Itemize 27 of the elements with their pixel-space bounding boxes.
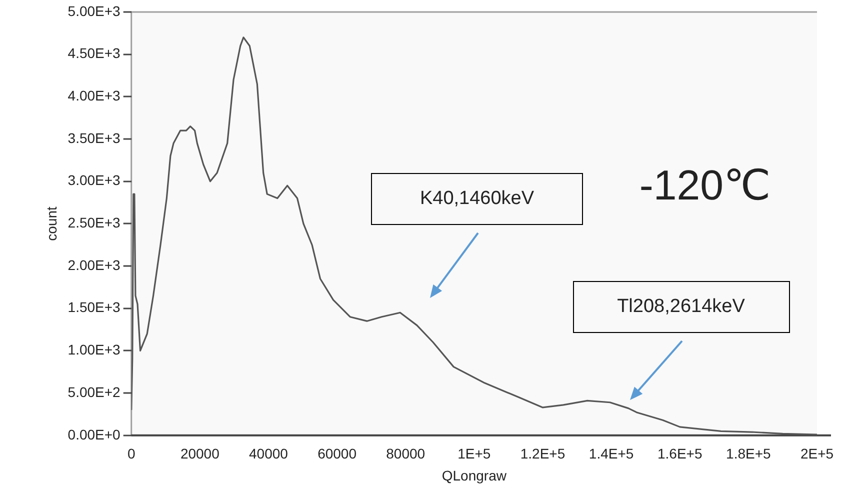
y-tick-label: 4.00E+3	[68, 88, 121, 104]
x-tick-label: 1.2E+5	[520, 446, 566, 462]
y-tick-label: 5.00E+2	[68, 384, 121, 400]
x-axis-title: QLongraw	[442, 467, 508, 484]
y-tick-label: 4.50E+3	[68, 45, 121, 62]
annotation: -120℃	[639, 160, 771, 210]
annotation: Tl208,2614keV	[572, 281, 790, 333]
y-tick-label: 2.50E+3	[68, 214, 121, 231]
y-tick-label: 3.00E+3	[68, 172, 121, 188]
annotation: K40,1460keV	[371, 173, 583, 225]
y-axis-title: count	[43, 206, 60, 241]
y-tick-label: 5.00E+3	[68, 2, 121, 19]
x-tick-label: 0	[127, 446, 136, 462]
x-tick-label: 40000	[249, 446, 288, 462]
x-tick-label: 80000	[386, 446, 426, 462]
x-tick-label: 1E+5	[458, 446, 491, 462]
x-tick-label: 20000	[180, 446, 220, 462]
x-tick-label: 2E+5	[800, 446, 834, 462]
y-tick-label: 2.00E+3	[68, 256, 121, 273]
x-tick-label: 60000	[318, 446, 357, 462]
y-tick-label: 0.00E+0	[68, 426, 121, 442]
y-tick-label: 3.50E+3	[68, 130, 121, 146]
y-tick-label: 1.50E+3	[68, 299, 121, 316]
x-tick-label: 1.4E+5	[588, 446, 634, 462]
x-tick-label: 1.6E+5	[657, 446, 702, 462]
x-tick-label: 1.8E+5	[726, 446, 772, 462]
y-tick-label: 1.00E+3	[68, 342, 121, 358]
